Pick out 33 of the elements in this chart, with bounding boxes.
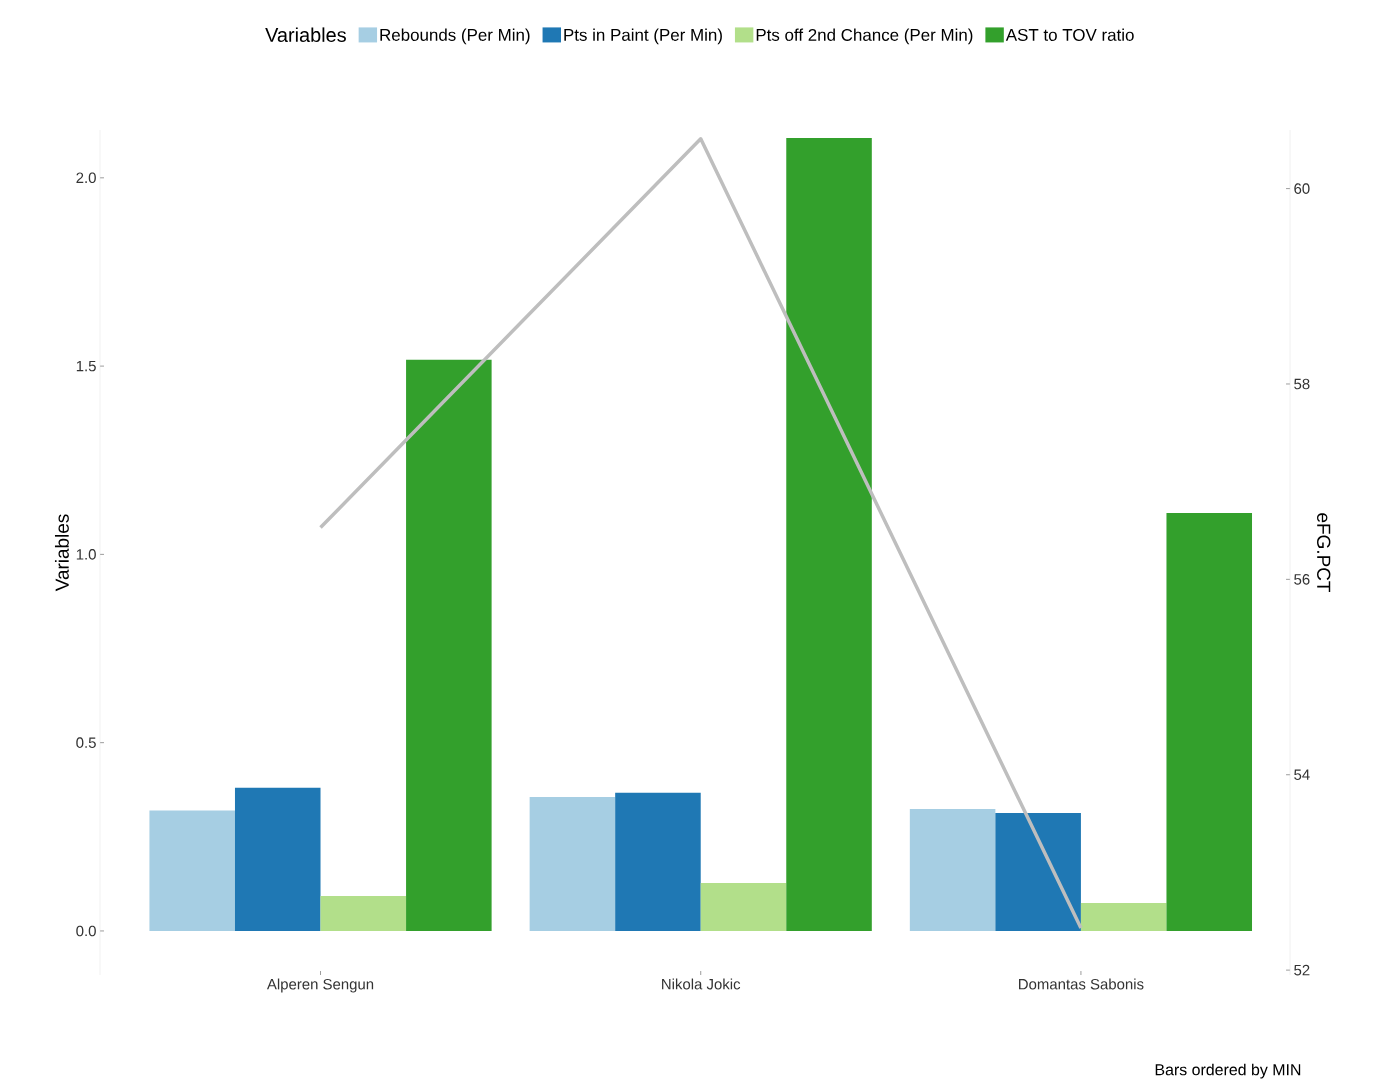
bar <box>320 895 407 931</box>
bar <box>786 137 872 931</box>
legend-label: Pts in Paint (Per Min) <box>564 28 722 45</box>
bar <box>149 810 235 931</box>
legend-label: Pts off 2nd Chance (Per Min) <box>756 28 973 45</box>
y-tick-label: 2.0 <box>76 172 96 184</box>
x-tick-label: Nikola Jokic <box>662 978 741 990</box>
y2-tick-label: 58 <box>1294 378 1310 390</box>
x-tick-label: Domantas Sabonis <box>1019 978 1144 990</box>
x-tick-label: Alperen Sengun <box>266 978 374 993</box>
y2-axis-title: eFG.PCT <box>1317 513 1331 593</box>
bar <box>529 796 616 931</box>
bar <box>1166 512 1253 931</box>
bar <box>909 808 996 931</box>
bar <box>995 813 1081 931</box>
y2-tick-label: 54 <box>1294 769 1310 780</box>
y-axis-title: Variables <box>54 514 69 592</box>
text: Bars ordered by MIN <box>1155 1063 1301 1079</box>
y-tick-label: 1.5 <box>76 360 96 372</box>
y-tick-label: 0.5 <box>76 737 96 748</box>
legend-label: AST to TOV ratio <box>1005 28 1134 41</box>
legend-title: Variables <box>265 27 346 43</box>
bar <box>406 359 492 931</box>
y-tick-label: 1.0 <box>76 549 96 560</box>
y-tick-label: 0.0 <box>76 925 96 937</box>
legend-label: Rebounds (Per Min) <box>380 28 530 45</box>
y2-tick-label: 52 <box>1294 964 1310 976</box>
y2-tick-label: 56 <box>1294 574 1310 585</box>
bar <box>1080 903 1167 931</box>
y2-tick-label: 60 <box>1294 183 1310 194</box>
bar <box>615 792 701 931</box>
bar <box>700 883 787 931</box>
bar <box>234 787 321 931</box>
